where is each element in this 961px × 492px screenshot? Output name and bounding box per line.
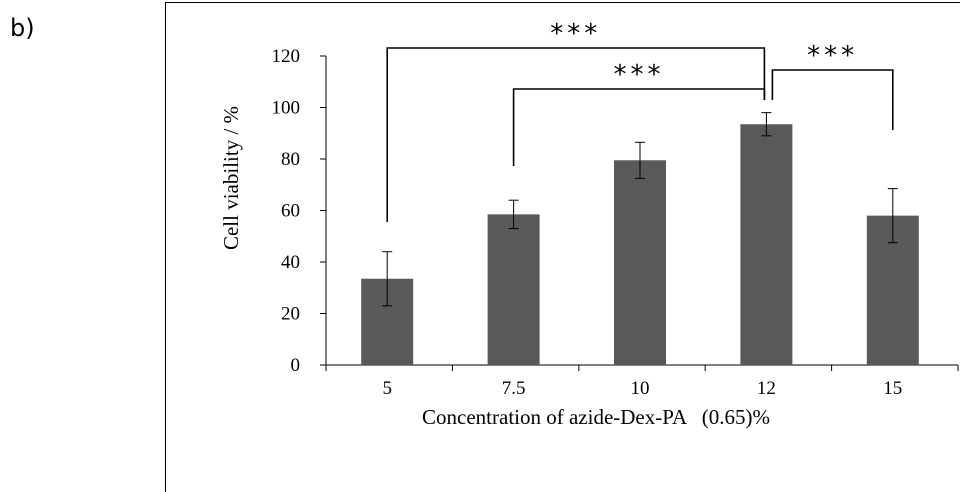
panel-label: b) bbox=[10, 14, 35, 42]
x-tick-label: 15 bbox=[883, 378, 902, 399]
significance-brackets: *** *** *** bbox=[386, 19, 894, 222]
significance-bracket bbox=[512, 88, 766, 166]
significance-bracket bbox=[386, 47, 766, 222]
y-tick-label: 0 bbox=[291, 355, 301, 376]
y-tick-label: 100 bbox=[272, 98, 301, 119]
significance-label: *** bbox=[807, 41, 858, 71]
y-tick-label: 20 bbox=[281, 304, 300, 325]
error-bars bbox=[382, 112, 898, 307]
x-tick-label: 7.5 bbox=[502, 378, 526, 399]
x-tick-label: 12 bbox=[757, 378, 776, 399]
bar bbox=[487, 214, 540, 365]
y-tick-label: 60 bbox=[281, 201, 300, 222]
bar bbox=[740, 124, 793, 365]
y-axis: 0 20 40 60 80 100 120 bbox=[272, 46, 327, 376]
x-tick-label: 10 bbox=[631, 378, 650, 399]
bar bbox=[614, 160, 666, 365]
x-axis: 5 7.5 10 12 15 bbox=[325, 364, 959, 399]
y-axis-title: Cell viability / % bbox=[219, 106, 243, 250]
significance-label: *** bbox=[550, 19, 601, 49]
significance-label: *** bbox=[614, 60, 665, 90]
y-tick-label: 40 bbox=[281, 252, 300, 273]
x-tick-label: 5 bbox=[382, 378, 392, 399]
y-tick-label: 120 bbox=[272, 46, 301, 67]
figure-frame bbox=[165, 2, 960, 492]
y-tick-label: 80 bbox=[281, 149, 300, 170]
significance-bracket bbox=[771, 69, 894, 130]
bars bbox=[361, 124, 919, 365]
x-axis-title: Concentration of azide-Dex-PA (0.65)% bbox=[422, 405, 770, 429]
